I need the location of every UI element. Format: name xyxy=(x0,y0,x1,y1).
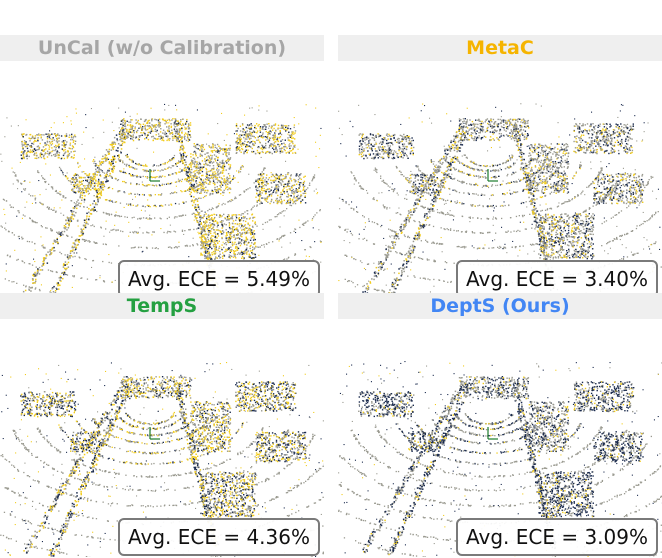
ece-label-temps: Avg. ECE = 4.36% xyxy=(118,518,320,556)
panel-title-temps: TempS xyxy=(0,293,324,319)
panel-title-depts: DeptS (Ours) xyxy=(338,293,662,319)
panel-uncal: UnCal (w/o Calibration) Avg. ECE = 5.49% xyxy=(0,35,324,300)
ece-label-depts: Avg. ECE = 3.09% xyxy=(456,518,658,556)
panel-temps: TempS Avg. ECE = 4.36% xyxy=(0,293,324,558)
panel-metac: MetaC Avg. ECE = 3.40% xyxy=(338,35,662,300)
panel-title-metac: MetaC xyxy=(338,35,662,61)
panel-depts: DeptS (Ours) Avg. ECE = 3.09% xyxy=(338,293,662,558)
panel-title-uncal: UnCal (w/o Calibration) xyxy=(0,35,324,61)
